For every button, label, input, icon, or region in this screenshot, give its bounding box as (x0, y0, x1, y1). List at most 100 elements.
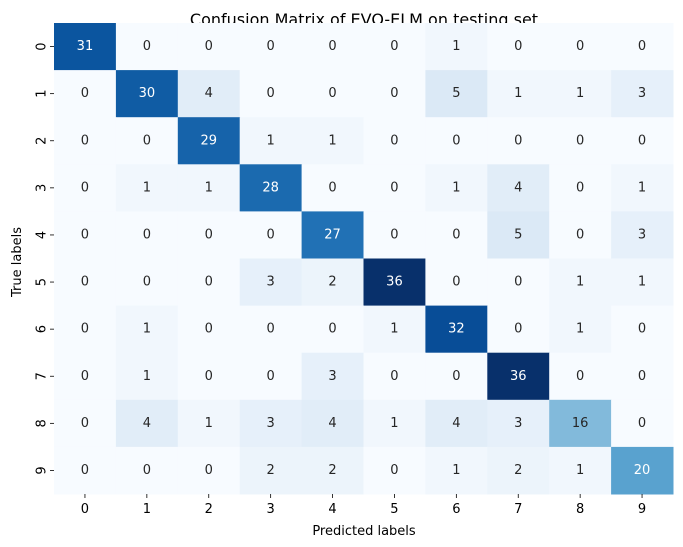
cell-value-label: 31 (77, 39, 94, 54)
x-axis-label: Predicted labels (312, 524, 416, 539)
cell-value-label: 0 (452, 369, 460, 384)
cell-value-label: 0 (452, 275, 460, 290)
cell-value-label: 1 (638, 275, 646, 290)
cell-value-label: 1 (267, 133, 275, 148)
cell-value-label: 0 (576, 133, 584, 148)
cell-value-label: 0 (143, 275, 151, 290)
cell-value-label: 1 (576, 322, 584, 337)
cell-value-label: 0 (205, 322, 213, 337)
cell-value-label: 0 (81, 227, 89, 242)
cell-value-label: 0 (390, 369, 398, 384)
x-tick-label: 9 (638, 502, 646, 517)
y-tick-label: 6 (35, 325, 50, 333)
cell-value-label: 0 (81, 369, 89, 384)
cell-value-label: 0 (514, 275, 522, 290)
cell-value-label: 36 (386, 275, 403, 290)
cell-value-label: 4 (328, 416, 336, 431)
y-axis-label: True labels (10, 227, 25, 298)
cell-value-label: 2 (267, 463, 275, 478)
cell-value-label: 0 (390, 133, 398, 148)
cell-value-label: 0 (576, 39, 584, 54)
cell-value-label: 1 (390, 416, 398, 431)
cell-value-label: 2 (328, 463, 336, 478)
cell-value-label: 0 (267, 39, 275, 54)
cell-value-label: 28 (262, 180, 279, 195)
cell-value-label: 3 (267, 275, 275, 290)
x-tick-label: 5 (390, 502, 398, 517)
x-tick-label: 6 (452, 502, 460, 517)
cell-value-label: 0 (638, 39, 646, 54)
cell-value-label: 0 (205, 463, 213, 478)
cell-value-label: 4 (205, 86, 213, 101)
cell-value-label: 0 (81, 322, 89, 337)
cell-value-label: 0 (267, 369, 275, 384)
y-axis-ticks: 0123456789 (35, 42, 55, 474)
cell-value-label: 0 (81, 86, 89, 101)
heatmap-cells: 31 0 0 0 0 0 1 0 0 00 30 4 0 0 0 5 1 1 30 0 29 1 1 0 0 0 0 00 1 1 28 0 0… (54, 23, 674, 495)
cell-value-label: 0 (143, 39, 151, 54)
cell-value-label: 0 (328, 322, 336, 337)
cell-value-label: 3 (638, 227, 646, 242)
cell-value-label: 0 (143, 133, 151, 148)
cell-value-label: 0 (328, 86, 336, 101)
cell-value-label: 0 (390, 227, 398, 242)
y-tick-label: 7 (35, 372, 50, 380)
cell-value-label: 0 (390, 86, 398, 101)
cell-value-label: 1 (205, 416, 213, 431)
x-tick-label: 2 (205, 502, 213, 517)
cell-value-label: 0 (81, 463, 89, 478)
cell-value-label: 0 (143, 227, 151, 242)
cell-value-label: 0 (328, 180, 336, 195)
cell-value-label: 1 (576, 86, 584, 101)
x-axis-ticks: 0123456789 (81, 494, 646, 517)
cell-value-label: 20 (634, 463, 651, 478)
cell-value-label: 1 (514, 86, 522, 101)
y-tick-label: 3 (35, 184, 50, 192)
cell-value-label: 0 (81, 133, 89, 148)
cell-value-label: 1 (390, 322, 398, 337)
cell-value-label: 0 (514, 39, 522, 54)
cell-value-label: 0 (638, 322, 646, 337)
cell-value-label: 0 (81, 275, 89, 290)
x-tick-label: 3 (267, 502, 275, 517)
cell-value-label: 1 (452, 180, 460, 195)
cell-value-label: 4 (143, 416, 151, 431)
cell-value-label: 3 (328, 369, 336, 384)
y-tick-label: 1 (35, 90, 50, 98)
cell-value-label: 1 (205, 180, 213, 195)
x-tick-label: 8 (576, 502, 584, 517)
cell-value-label: 4 (514, 180, 522, 195)
cell-value-label: 0 (390, 39, 398, 54)
cell-value-label: 0 (267, 86, 275, 101)
y-tick-label: 8 (35, 419, 50, 427)
cell-value-label: 0 (267, 322, 275, 337)
y-tick-label: 9 (35, 466, 50, 474)
cell-value-label: 0 (390, 180, 398, 195)
x-tick-label: 7 (514, 502, 522, 517)
x-tick-label: 0 (81, 502, 89, 517)
cell-value-label: 5 (514, 227, 522, 242)
cell-value-label: 0 (81, 180, 89, 195)
cell-value-label: 32 (448, 322, 465, 337)
y-tick-label: 2 (35, 137, 50, 145)
cell-value-label: 0 (638, 416, 646, 431)
cell-value-label: 0 (205, 227, 213, 242)
cell-value-label: 1 (143, 322, 151, 337)
cell-value-label: 1 (452, 463, 460, 478)
cell-value-label: 0 (638, 133, 646, 148)
cell-value-label: 1 (638, 180, 646, 195)
cell-value-label: 30 (139, 86, 156, 101)
y-tick-label: 5 (35, 278, 50, 286)
cell-value-label: 3 (638, 86, 646, 101)
cell-value-label: 1 (143, 369, 151, 384)
cell-value-label: 1 (576, 463, 584, 478)
cell-value-label: 4 (452, 416, 460, 431)
cell-value-label: 0 (390, 463, 398, 478)
cell-value-label: 0 (576, 227, 584, 242)
cell-value-label: 0 (205, 275, 213, 290)
cell-value-label: 3 (514, 416, 522, 431)
cell-value-label: 0 (514, 133, 522, 148)
cell-value-label: 0 (328, 39, 336, 54)
cell-value-label: 0 (576, 369, 584, 384)
